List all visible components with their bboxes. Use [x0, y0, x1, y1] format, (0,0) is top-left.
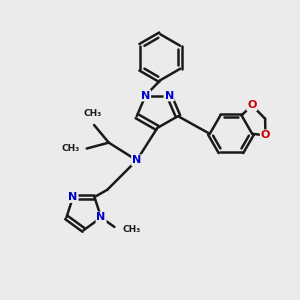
Text: CH₃: CH₃	[83, 110, 102, 118]
Text: CH₃: CH₃	[123, 225, 141, 234]
Text: N: N	[68, 192, 78, 202]
Text: N: N	[97, 212, 106, 223]
Text: CH₃: CH₃	[61, 144, 79, 153]
Text: O: O	[247, 100, 256, 110]
Text: N: N	[132, 155, 141, 165]
Text: O: O	[261, 130, 270, 140]
Text: N: N	[164, 91, 174, 100]
Text: N: N	[141, 91, 150, 100]
